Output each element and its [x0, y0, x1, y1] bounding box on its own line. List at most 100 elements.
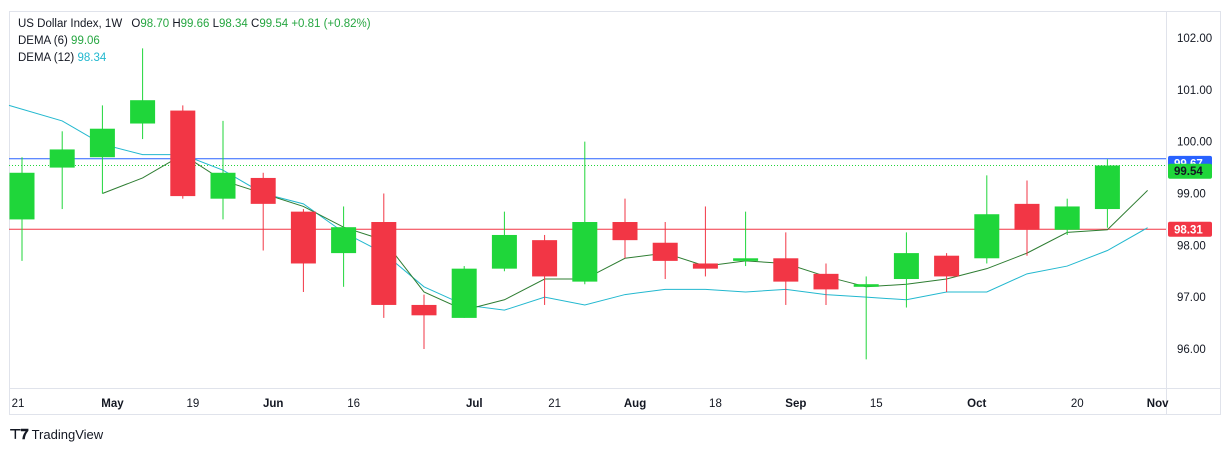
- candle-body: [934, 255, 960, 277]
- candle: [572, 141, 598, 285]
- candle: [130, 48, 156, 140]
- tradingview-logo-icon: ⊤𝟕: [9, 426, 29, 442]
- open-value: 98.70: [140, 18, 170, 30]
- candle-body: [1014, 203, 1040, 230]
- candle-body: [1094, 165, 1120, 210]
- price-tick-label: 100.00: [1177, 137, 1212, 149]
- dema12-line: [8, 104, 1148, 311]
- candle: [773, 232, 799, 305]
- support-line-badge: 98.31: [1168, 221, 1212, 237]
- price-tick-label: 99.00: [1177, 189, 1206, 201]
- dema12-label: DEMA (12): [18, 52, 75, 64]
- time-tick-label: Jun: [263, 398, 283, 410]
- candle: [451, 266, 477, 318]
- symbol-title: US Dollar Index, 1W: [18, 18, 123, 30]
- tradingview-footer[interactable]: ⊤𝟕 TradingView: [9, 426, 103, 443]
- candle: [89, 105, 115, 194]
- candle: [813, 263, 839, 305]
- last-price-badge: 99.54: [1168, 163, 1212, 179]
- candle: [49, 131, 75, 210]
- candle-body: [411, 304, 437, 316]
- candle-body: [652, 242, 678, 261]
- candle-body: [250, 177, 276, 204]
- close-label: C: [251, 18, 260, 30]
- candle: [652, 222, 678, 280]
- candle: [290, 209, 316, 292]
- candle-body: [491, 234, 517, 269]
- candle: [934, 253, 960, 292]
- time-tick-label: 18: [709, 398, 722, 410]
- time-tick-label: 16: [347, 398, 360, 410]
- candle: [210, 120, 236, 220]
- change-value: +0.81 (+0.82%): [291, 18, 371, 30]
- candle-body: [290, 211, 316, 264]
- candle: [411, 294, 437, 349]
- time-tick-label: 21: [548, 398, 561, 410]
- low-label: L: [212, 18, 220, 30]
- time-tick-label: Jul: [466, 398, 483, 410]
- candle-body: [853, 284, 879, 287]
- high-value: 99.66: [180, 18, 210, 30]
- candle: [733, 211, 759, 267]
- dema12-value: 98.34: [77, 52, 107, 64]
- candle-body: [733, 258, 759, 261]
- candle: [371, 193, 397, 318]
- low-value: 98.34: [219, 18, 248, 30]
- support-line-badge-label: 98.31: [1174, 224, 1203, 236]
- time-tick-label: 21: [12, 398, 25, 410]
- time-tick-label: Sep: [785, 398, 806, 410]
- candle-body: [813, 273, 839, 290]
- candle-body: [89, 128, 115, 158]
- time-tick-label: 19: [186, 398, 199, 410]
- price-tick-label: 96.00: [1177, 344, 1206, 356]
- price-tick-label: 101.00: [1177, 85, 1212, 97]
- time-tick-label: Nov: [1147, 398, 1169, 410]
- candle: [692, 206, 718, 277]
- candle: [532, 234, 558, 305]
- brand-name: TradingView: [31, 427, 104, 442]
- candle: [491, 211, 517, 272]
- close-value: 99.54: [259, 18, 289, 30]
- candle-body: [572, 222, 598, 282]
- price-tick-label: 98.00: [1177, 240, 1206, 252]
- candle-body: [893, 253, 919, 280]
- candle-body: [692, 263, 718, 269]
- high-label: H: [172, 18, 181, 30]
- time-tick-label: Oct: [967, 398, 986, 410]
- open-label: O: [131, 18, 141, 30]
- candle-body: [773, 258, 799, 282]
- candle-body: [371, 222, 397, 305]
- candle-body: [9, 172, 35, 220]
- time-tick-label: May: [101, 398, 124, 410]
- candle: [612, 198, 638, 259]
- candle-body: [170, 110, 196, 197]
- dema12-legend[interactable]: DEMA (12) 98.34: [18, 51, 106, 65]
- candle: [1014, 180, 1040, 256]
- candle-body: [451, 268, 477, 318]
- dema6-value: 99.06: [71, 35, 100, 47]
- candle: [974, 175, 1000, 264]
- candle: [853, 276, 879, 360]
- candle: [9, 157, 35, 261]
- candle: [170, 105, 196, 199]
- candle: [893, 232, 919, 308]
- candle-body: [210, 172, 236, 199]
- last-price-badge-label: 99.54: [1174, 166, 1203, 178]
- candle: [1094, 159, 1120, 228]
- candle-body: [331, 227, 357, 254]
- candle-body: [130, 100, 156, 124]
- candle-body: [974, 214, 1000, 259]
- dema6-label: DEMA (6): [18, 35, 68, 47]
- time-tick-label: 20: [1071, 398, 1084, 410]
- candle-body: [532, 240, 558, 277]
- price-tick-label: 97.00: [1177, 292, 1206, 304]
- candle-body: [1054, 206, 1080, 230]
- dema6-legend[interactable]: DEMA (6) 99.06: [18, 34, 100, 48]
- candle-body: [612, 222, 638, 241]
- ohlc-legend: US Dollar Index, 1W O98.70 H99.66 L98.34…: [18, 17, 371, 31]
- candle: [250, 172, 276, 251]
- candle: [1054, 198, 1080, 235]
- time-tick-label: 15: [870, 398, 883, 410]
- time-tick-label: Aug: [624, 398, 646, 410]
